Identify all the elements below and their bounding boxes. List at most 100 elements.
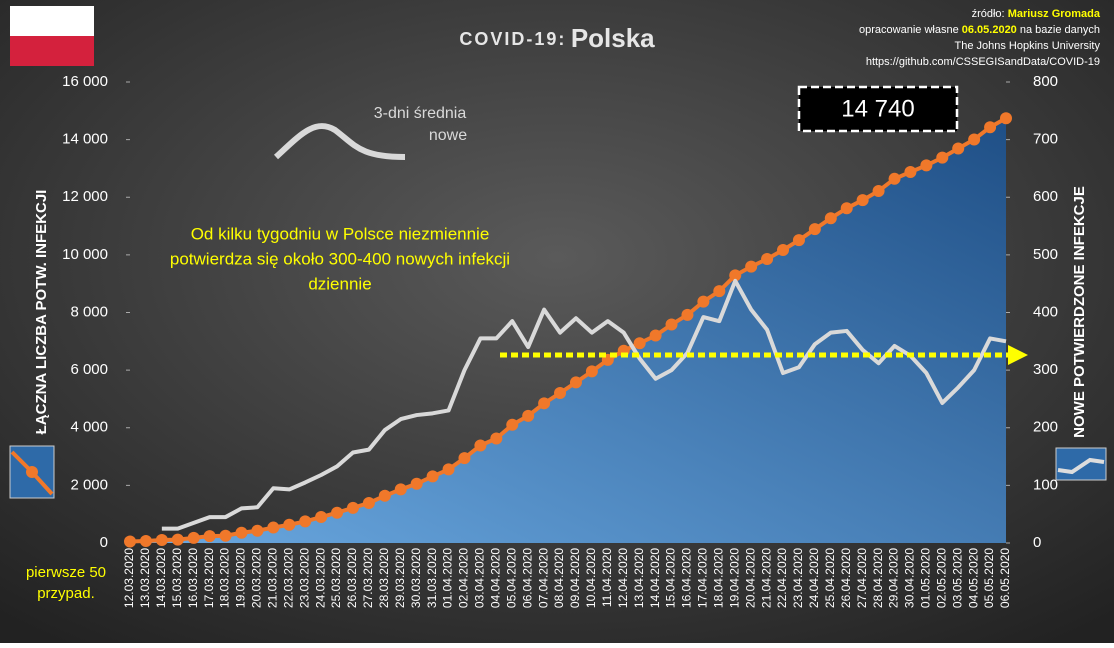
x-tick-label: 31.03.2020 bbox=[425, 548, 439, 608]
note: przypad. bbox=[37, 585, 95, 602]
point bbox=[824, 212, 837, 225]
x-tick-label: 12.04.2020 bbox=[616, 548, 630, 608]
source-part: https://github.com/CSSEGISandData/COVID-… bbox=[866, 56, 1100, 68]
point bbox=[235, 526, 248, 539]
point bbox=[139, 535, 152, 548]
x-tick-label: 23.03.2020 bbox=[297, 548, 311, 608]
y2-tick-label: 500 bbox=[1033, 246, 1058, 263]
x-tick-label: 03.04.2020 bbox=[473, 548, 487, 608]
x-tick-label: 06.04.2020 bbox=[520, 548, 534, 608]
x-tick-label: 22.04.2020 bbox=[775, 548, 789, 608]
x-tick-label: 29.04.2020 bbox=[887, 548, 901, 608]
y2-tick-label: 400 bbox=[1033, 303, 1058, 320]
x-tick-label: 24.04.2020 bbox=[807, 548, 821, 608]
x-tick-label: 19.03.2020 bbox=[234, 548, 248, 608]
point bbox=[681, 308, 694, 321]
x-tick-label: 16.03.2020 bbox=[186, 548, 200, 608]
point bbox=[299, 515, 312, 528]
point bbox=[792, 234, 805, 247]
point bbox=[808, 223, 821, 236]
point bbox=[840, 202, 853, 215]
point bbox=[745, 260, 758, 273]
point bbox=[554, 387, 567, 400]
annotation: Od kilku tygodniu w Polsce niezmiennie bbox=[191, 224, 490, 243]
x-tick-label: 14.03.2020 bbox=[154, 548, 168, 608]
annotation: dziennie bbox=[308, 274, 371, 293]
point bbox=[346, 501, 359, 514]
point bbox=[522, 409, 535, 422]
x-tick-label: 28.03.2020 bbox=[377, 548, 391, 608]
source-line: opracowanie własne 06.05.2020 na bazie d… bbox=[859, 24, 1100, 36]
x-tick-label: 05.05.2020 bbox=[982, 548, 996, 608]
y2-tick-label: 200 bbox=[1033, 419, 1058, 436]
x-tick-label: 20.04.2020 bbox=[743, 548, 757, 608]
point bbox=[442, 463, 455, 476]
y2-tick-label: 800 bbox=[1033, 73, 1058, 90]
x-tick-label: 09.04.2020 bbox=[568, 548, 582, 608]
callout: 14 740 bbox=[841, 95, 914, 122]
legend-label: 3-dni średnia bbox=[374, 105, 467, 122]
source-part: na bazie danych bbox=[1020, 24, 1100, 36]
point bbox=[124, 535, 136, 548]
note: pierwsze 50 bbox=[26, 564, 106, 581]
point bbox=[984, 121, 997, 134]
source-line: https://github.com/CSSEGISandData/COVID-… bbox=[866, 56, 1100, 68]
source-part: Mariusz Gromada bbox=[1008, 8, 1101, 20]
source-part: The Johns Hopkins University bbox=[954, 40, 1100, 52]
y-tick-label: 12 000 bbox=[62, 188, 108, 205]
y-tick-label: 0 bbox=[100, 534, 108, 551]
y2-tick-label: 600 bbox=[1033, 188, 1058, 205]
title-main: Polska bbox=[571, 23, 655, 53]
x-tick-label: 19.04.2020 bbox=[727, 548, 741, 608]
x-tick-label: 04.05.2020 bbox=[966, 548, 980, 608]
x-tick-label: 06.05.2020 bbox=[998, 548, 1012, 608]
y-tick-label: 4 000 bbox=[70, 419, 108, 436]
x-tick-label: 22.03.2020 bbox=[281, 548, 295, 608]
flag bbox=[10, 6, 94, 66]
x-tick-label: 13.03.2020 bbox=[138, 548, 152, 608]
x-tick-label: 27.04.2020 bbox=[855, 548, 869, 608]
x-tick-label: 17.03.2020 bbox=[202, 548, 216, 608]
source: źródło: Mariusz Gromada opracowanie własn… bbox=[859, 8, 1101, 68]
x-tick-label: 07.04.2020 bbox=[536, 548, 550, 608]
y-tick-label: 6 000 bbox=[70, 361, 108, 378]
x-tick-label: 18.03.2020 bbox=[218, 548, 232, 608]
x-tick-label: 16.04.2020 bbox=[680, 548, 694, 608]
point bbox=[219, 529, 232, 542]
legend: 3-dni średnia nowe bbox=[273, 105, 467, 160]
x-tick-label: 17.04.2020 bbox=[696, 548, 710, 608]
x-tick-label: 04.04.2020 bbox=[488, 548, 502, 608]
point bbox=[251, 524, 264, 537]
point bbox=[569, 376, 582, 389]
x-tick-label: 02.05.2020 bbox=[934, 548, 948, 608]
point bbox=[888, 172, 901, 185]
x-tick-label: 08.04.2020 bbox=[552, 548, 566, 608]
point bbox=[155, 534, 168, 547]
y-tick-label: 8 000 bbox=[70, 303, 108, 320]
x-tick-label: 26.04.2020 bbox=[839, 548, 853, 608]
x-tick-label: 26.03.2020 bbox=[345, 548, 359, 608]
point bbox=[665, 318, 678, 331]
point bbox=[872, 184, 885, 197]
x-tick-label: 01.04.2020 bbox=[441, 548, 455, 608]
source-part: 06.05.2020 bbox=[962, 24, 1017, 36]
x-tick-label: 05.04.2020 bbox=[504, 548, 518, 608]
x-tick-label: 24.03.2020 bbox=[313, 548, 327, 608]
x-tick-label: 28.04.2020 bbox=[871, 548, 885, 608]
y-tick-label: 14 000 bbox=[62, 131, 108, 148]
point bbox=[952, 142, 965, 155]
callout-box: 14 740 bbox=[797, 85, 959, 133]
x-tick-label: 20.03.2020 bbox=[250, 548, 264, 608]
x-tick-label: 27.03.2020 bbox=[361, 548, 375, 608]
point bbox=[538, 397, 551, 410]
point bbox=[633, 337, 646, 350]
x-tick-label: 14.04.2020 bbox=[648, 548, 662, 608]
point bbox=[777, 244, 790, 257]
trend-arrow bbox=[500, 345, 1028, 365]
point bbox=[474, 439, 487, 452]
point bbox=[315, 511, 328, 524]
y2-tick-label: 700 bbox=[1033, 131, 1058, 148]
y2-tick-label: 300 bbox=[1033, 361, 1058, 378]
point bbox=[761, 253, 774, 266]
point bbox=[506, 418, 519, 431]
